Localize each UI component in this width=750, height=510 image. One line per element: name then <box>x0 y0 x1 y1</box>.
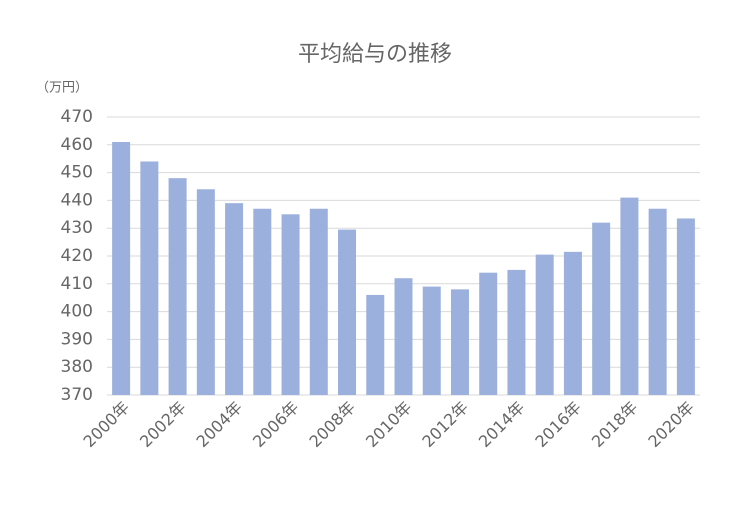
bar <box>422 286 441 395</box>
bar <box>507 269 526 395</box>
bar <box>225 203 244 395</box>
bar <box>535 254 554 395</box>
bar <box>563 251 582 395</box>
bar <box>309 208 328 395</box>
bar <box>168 178 187 395</box>
y-tick-label: 440 <box>61 190 93 210</box>
y-tick-label: 430 <box>61 218 93 238</box>
y-tick-label: 470 <box>61 107 93 127</box>
y-tick-label: 370 <box>61 385 93 405</box>
bar <box>196 189 215 395</box>
bar <box>394 278 413 395</box>
bar <box>450 289 469 395</box>
y-tick-label: 460 <box>61 135 93 155</box>
y-tick-label: 420 <box>61 246 93 266</box>
bar <box>253 208 272 395</box>
y-tick-label: 390 <box>61 329 93 349</box>
chart-title: 平均給与の推移 <box>298 42 452 67</box>
bar <box>648 208 667 395</box>
bar <box>620 197 639 395</box>
y-tick-label: 450 <box>61 163 93 183</box>
bar <box>112 142 131 395</box>
y-unit-label: （万円） <box>36 81 88 96</box>
bar <box>140 161 159 395</box>
bar <box>338 229 357 395</box>
bar <box>479 272 498 395</box>
bar <box>676 218 695 395</box>
bar <box>592 222 611 395</box>
bar <box>281 214 300 395</box>
y-tick-label: 380 <box>61 357 93 377</box>
y-tick-label: 400 <box>61 302 93 322</box>
bar <box>366 294 385 395</box>
y-tick-label: 410 <box>61 274 93 294</box>
